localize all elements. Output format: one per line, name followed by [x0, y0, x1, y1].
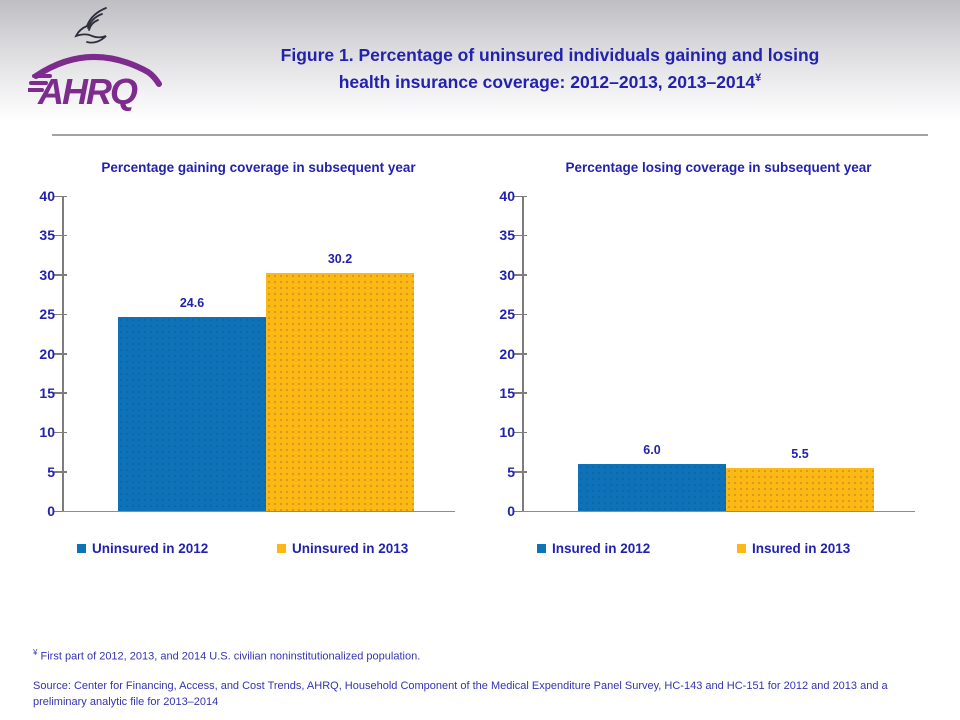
chart-title-losing: Percentage losing coverage in subsequent…: [565, 160, 872, 175]
y-axis-tick-label: 15: [39, 384, 55, 401]
y-axis-tick: [54, 431, 67, 434]
footnote-symbol: ¥: [33, 648, 38, 657]
bar-value-label: 5.5: [791, 446, 809, 461]
y-axis-tick-label: 10: [39, 424, 55, 441]
y-axis-tick-label: 30: [499, 266, 515, 283]
y-axis-tick: [514, 431, 527, 434]
source-note: Source: Center for Financing, Access, an…: [33, 680, 888, 708]
y-axis-tick-label: 5: [47, 463, 55, 480]
bar-value-label: 24.6: [179, 296, 205, 311]
y-axis-tick: [514, 353, 527, 355]
legend-label: Uninsured in 2013: [292, 541, 409, 556]
figure-title-line1: Figure 1. Percentage of uninsured indivi…: [280, 45, 820, 65]
y-axis-tick: [54, 195, 67, 197]
x-axis-line: [62, 511, 455, 512]
chart-losing-coverage: Percentage losing coverage in subsequent…: [485, 155, 937, 585]
y-axis-tick: [54, 234, 67, 237]
population-footnote: ¥ First part of 2012, 2013, and 2014 U.S…: [33, 648, 933, 663]
y-axis-tick-label: 40: [499, 188, 515, 204]
ahrq-wordmark: AHRQ: [26, 46, 163, 117]
y-axis-tick-label: 15: [499, 384, 515, 401]
y-axis-tick-label: 20: [499, 345, 515, 362]
figure-title: Figure 1. Percentage of uninsured indivi…: [160, 44, 940, 94]
y-axis-tick-label: 30: [39, 266, 55, 283]
footnote-text: First part of 2012, 2013, and 2014 U.S. …: [40, 650, 421, 663]
legend-label: Uninsured in 2012: [92, 541, 209, 556]
legend-label: Insured in 2013: [752, 541, 851, 556]
legend-swatch: [77, 544, 86, 553]
y-axis-tick-label: 0: [507, 503, 515, 519]
legend-swatch: [737, 544, 746, 553]
y-axis-tick-label: 25: [499, 306, 515, 323]
y-axis-tick: [514, 510, 527, 512]
y-axis-tick-label: 20: [39, 345, 55, 362]
slide-header: AHRQ Figure 1. Percentage of uninsured i…: [0, 0, 960, 122]
y-axis-tick-label: 35: [499, 227, 515, 244]
y-axis-tick: [514, 471, 527, 473]
ahrq-logo: AHRQ: [26, 4, 168, 117]
bar-insured-in-2013: [726, 467, 874, 511]
legend-swatch: [277, 544, 286, 553]
legend-item: Uninsured in 2013: [277, 541, 408, 556]
figure-title-line2: health insurance coverage: 2012–2013, 20…: [338, 71, 762, 92]
x-axis-line: [522, 511, 915, 512]
y-axis-tick: [54, 471, 67, 473]
y-axis-tick: [514, 313, 527, 316]
ahrq-logo-text: AHRQ: [37, 71, 138, 112]
bar-insured-in-2012: [578, 463, 726, 511]
plot-area-losing: 0 5 10 15 20 25 30 35 40 6.0 5.5 Insured in 2012 Ins…: [485, 155, 937, 585]
chart-gaining-coverage: Percentage gaining coverage in subsequen…: [25, 155, 477, 585]
header-divider: [52, 134, 928, 136]
legend-item: Uninsured in 2012: [77, 541, 208, 556]
y-axis-tick: [54, 510, 67, 512]
legend-item: Insured in 2012: [537, 541, 650, 556]
y-axis-tick-label: 0: [47, 503, 55, 519]
bar-value-label: 30.2: [327, 252, 353, 267]
chart-title-gaining: Percentage gaining coverage in subsequen…: [101, 160, 416, 175]
legend-swatch: [537, 544, 546, 553]
y-axis-tick-label: 10: [499, 424, 515, 441]
plot-area-gaining: 0 5 10 15 20 25 30 35 40 24.6 30.2 Uninsured in 201…: [25, 155, 477, 585]
y-axis-tick-label: 5: [507, 463, 515, 480]
y-axis-tick: [514, 195, 527, 197]
bar-uninsured-in-2013: [266, 273, 414, 511]
y-axis-tick: [54, 313, 67, 316]
y-axis-tick: [514, 274, 527, 276]
y-axis-tick: [514, 234, 527, 237]
y-axis-tick: [54, 353, 67, 355]
y-axis-tick: [514, 392, 527, 394]
y-axis-tick-label: 25: [39, 306, 55, 323]
legend-item: Insured in 2013: [737, 541, 850, 556]
y-axis-tick: [54, 274, 67, 276]
bar-value-label: 6.0: [643, 442, 661, 457]
y-axis-tick-label: 35: [39, 227, 55, 244]
legend-label: Insured in 2012: [552, 541, 651, 556]
y-axis-tick-label: 40: [39, 188, 55, 204]
y-axis-tick: [54, 392, 67, 394]
title-footnote-marker: ¥: [755, 72, 762, 84]
hhs-eagle-icon: [66, 6, 116, 53]
bar-uninsured-in-2012: [118, 317, 266, 511]
